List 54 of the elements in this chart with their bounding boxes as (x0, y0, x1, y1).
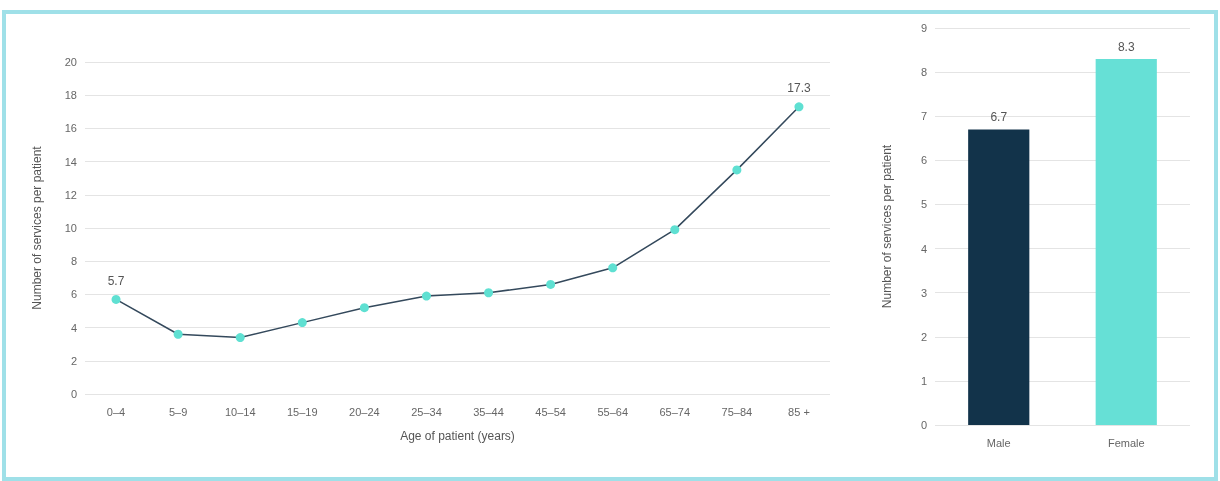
x-axis-title: Age of patient (years) (400, 429, 515, 443)
y-tick-label: 4 (920, 242, 927, 255)
y-tick-label: 4 (70, 321, 77, 334)
data-label: 5.7 (107, 273, 125, 288)
data-label: 6.7 (990, 110, 1008, 125)
point (173, 329, 183, 339)
point (235, 333, 245, 343)
y-tick-label: 10 (64, 222, 77, 234)
y-tick-label: 20 (64, 56, 77, 68)
point (297, 318, 307, 328)
y-tick-label: 5 (920, 198, 927, 211)
y-tick-label: 8 (70, 255, 77, 268)
x-tick-label: 75–84 (721, 405, 753, 418)
point (421, 291, 431, 301)
x-tick-label: 20–24 (349, 405, 380, 418)
y-tick-label: 6 (70, 288, 77, 301)
x-tick-label: 10–14 (224, 405, 256, 418)
point (484, 288, 494, 298)
data-label: 17.3 (787, 81, 811, 96)
y-tick-label: 2 (920, 330, 927, 343)
point (670, 225, 680, 235)
y-tick-label: 0 (70, 388, 77, 400)
x-tick-label: 65–74 (659, 405, 691, 418)
y-tick-label: 7 (920, 110, 927, 123)
data-label: 8.3 (1117, 39, 1135, 54)
x-tick-label: 15–19 (286, 405, 318, 418)
x-tick-label: 45–54 (535, 405, 566, 418)
point (111, 294, 121, 304)
x-tick-label: 55–64 (597, 405, 629, 418)
point (546, 279, 556, 289)
y-tick-label: 16 (64, 122, 77, 135)
point (608, 263, 618, 273)
point (359, 303, 369, 313)
y-axis-title: Number of services per patient (30, 145, 44, 310)
y-axis-title: Number of services per patient (880, 144, 894, 309)
x-tick-label: 85 + (788, 405, 810, 418)
x-tick-label: Female (1107, 436, 1145, 449)
y-tick-label: 2 (70, 354, 77, 367)
y-tick-label: 3 (920, 286, 927, 299)
y-tick-label: 12 (64, 188, 77, 201)
y-tick-label: 6 (920, 154, 927, 167)
y-tick-label: 9 (920, 22, 927, 34)
point (794, 102, 804, 112)
x-tick-label: 35–44 (473, 405, 504, 418)
y-tick-label: 0 (920, 419, 927, 431)
x-tick-label: 25–34 (411, 405, 442, 418)
y-tick-label: 18 (64, 89, 77, 102)
x-tick-label: Male (986, 436, 1011, 449)
point (732, 165, 742, 175)
x-tick-label: 5–9 (168, 405, 188, 418)
y-tick-label: 14 (64, 155, 77, 168)
y-tick-label: 8 (920, 66, 927, 79)
x-tick-label: 0–4 (106, 405, 126, 418)
y-tick-label: 1 (920, 374, 927, 387)
